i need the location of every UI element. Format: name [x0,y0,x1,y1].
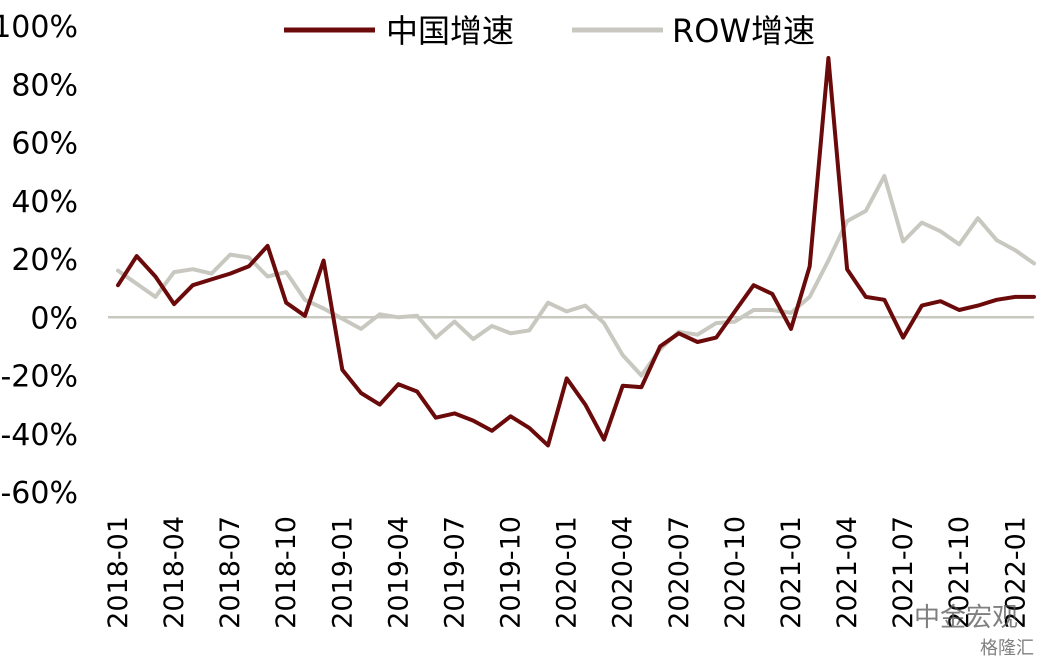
y-tick-label: -60% [0,476,78,511]
x-tick-label: 2021-10 [944,516,975,629]
x-tick-label: 2021-01 [776,516,807,629]
legend-label-china: 中国增速 [386,12,514,50]
y-tick-label: 0% [30,301,78,336]
x-tick-label: 2018-07 [215,516,246,629]
watermark-text: 中金宏观 [914,603,1018,633]
x-tick-label: 2019-04 [383,516,414,629]
series-line-row [116,174,1036,378]
y-tick-label: 60% [11,127,78,162]
x-tick-label: 2019-07 [439,516,470,629]
x-tick-label: 2022-01 [1000,516,1031,629]
x-tick-label: 2020-10 [720,516,751,629]
x-tick-label: 2019-10 [496,516,527,629]
x-tick-label: 2019-01 [327,516,358,629]
watermark-subtext: 格隆汇 [980,638,1034,659]
x-tick-label: 2018-04 [159,516,190,629]
y-tick-label: 20% [11,243,78,278]
x-axis: 2018-01 2018-04 2018-07 2018-10 2019-01 2019-… [103,516,1031,629]
x-tick-label: 2020-01 [552,516,583,629]
legend: 中国增速 ROW增速 [284,12,815,50]
y-tick-label: -40% [0,418,78,453]
x-tick-label: 2021-04 [832,516,863,629]
x-tick-label: 2020-04 [608,516,639,629]
y-tick-label: 80% [11,68,78,103]
series-line-china [116,56,1036,448]
y-tick-label: 100% [0,10,78,45]
watermark: 中金宏观 格隆汇 [914,603,1034,659]
series-group [116,56,1036,448]
y-tick-label: -20% [0,360,78,395]
x-tick-label: 2020-07 [664,516,695,629]
x-tick-label: 2018-10 [271,516,302,629]
x-tick-label: 2021-07 [888,516,919,629]
y-axis: 100% 80% 60% 40% 20% 0% -20% -40% -60% [0,10,78,511]
legend-label-row: ROW增速 [672,12,815,50]
y-tick-label: 40% [11,185,78,220]
x-tick-label: 2018-01 [103,516,134,629]
